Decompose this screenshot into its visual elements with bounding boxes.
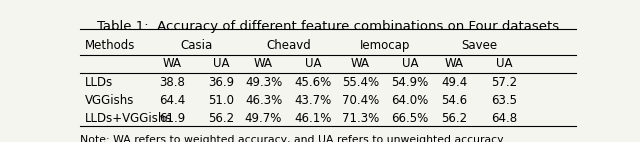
Text: 63.5: 63.5 <box>491 94 517 107</box>
Text: 54.9%: 54.9% <box>391 76 428 89</box>
Text: UA: UA <box>496 57 513 70</box>
Text: UA: UA <box>213 57 230 70</box>
Text: LLDs+VGGishs: LLDs+VGGishs <box>85 112 172 125</box>
Text: 38.8: 38.8 <box>159 76 185 89</box>
Text: Note: WA refers to weighted accuracy, and UA refers to unweighted accuracy.: Note: WA refers to weighted accuracy, an… <box>80 135 506 142</box>
Text: Savee: Savee <box>461 39 497 52</box>
Text: WA: WA <box>445 57 464 70</box>
Text: 70.4%: 70.4% <box>342 94 379 107</box>
Text: 64.8: 64.8 <box>491 112 517 125</box>
Text: 49.4: 49.4 <box>442 76 468 89</box>
Text: Cheavd: Cheavd <box>266 39 310 52</box>
Text: VGGishs: VGGishs <box>85 94 134 107</box>
Text: Iemocap: Iemocap <box>360 39 410 52</box>
Text: UA: UA <box>401 57 418 70</box>
Text: 55.4%: 55.4% <box>342 76 379 89</box>
Text: 49.3%: 49.3% <box>245 76 282 89</box>
Text: 71.3%: 71.3% <box>342 112 379 125</box>
Text: 46.1%: 46.1% <box>294 112 332 125</box>
Text: 61.9: 61.9 <box>159 112 185 125</box>
Text: 66.5%: 66.5% <box>391 112 428 125</box>
Text: 45.6%: 45.6% <box>294 76 332 89</box>
Text: LLDs: LLDs <box>85 76 113 89</box>
Text: 56.2: 56.2 <box>442 112 468 125</box>
Text: 54.6: 54.6 <box>442 94 468 107</box>
Text: 56.2: 56.2 <box>208 112 234 125</box>
Text: 46.3%: 46.3% <box>245 94 282 107</box>
Text: 64.0%: 64.0% <box>391 94 428 107</box>
Text: 43.7%: 43.7% <box>294 94 332 107</box>
Text: WA: WA <box>351 57 370 70</box>
Text: WA: WA <box>163 57 181 70</box>
Text: 64.4: 64.4 <box>159 94 185 107</box>
Text: Table 1:  Accuracy of different feature combinations on Four datasets: Table 1: Accuracy of different feature c… <box>97 20 559 33</box>
Text: Casia: Casia <box>180 39 212 52</box>
Text: 36.9: 36.9 <box>208 76 234 89</box>
Text: UA: UA <box>305 57 321 70</box>
Text: 51.0: 51.0 <box>209 94 234 107</box>
Text: 49.7%: 49.7% <box>245 112 282 125</box>
Text: 57.2: 57.2 <box>491 76 517 89</box>
Text: WA: WA <box>254 57 273 70</box>
Text: Methods: Methods <box>85 39 135 52</box>
